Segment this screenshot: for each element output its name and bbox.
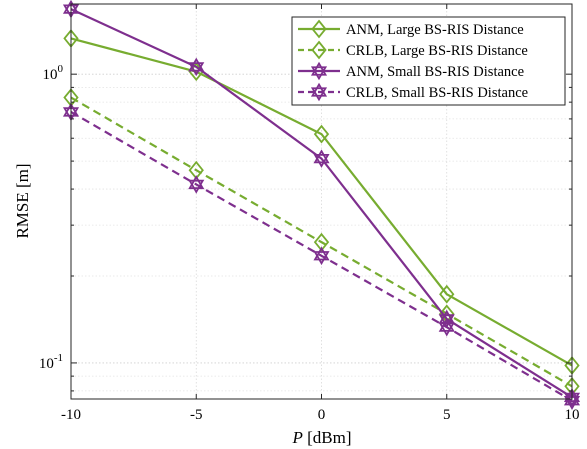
y-tick-label: 100 — [43, 63, 64, 83]
legend-marker-down — [310, 87, 328, 102]
data-point — [313, 124, 330, 144]
series-line — [70, 96, 573, 388]
x-axis-variable: P — [291, 428, 302, 447]
legend-entry: ANM, Large BS-RIS Distance — [298, 19, 524, 39]
data-point-up — [438, 317, 455, 332]
legend-marker — [310, 61, 328, 81]
y-tick-label: 10-1 — [39, 352, 63, 372]
x-axis-unit: [dBm] — [303, 428, 352, 447]
x-tick-label: -10 — [61, 407, 81, 423]
data-point — [313, 232, 330, 252]
x-axis-label: P [dBm] — [291, 428, 351, 447]
data-point-up — [188, 57, 205, 72]
data-point-down — [313, 251, 330, 266]
legend-entry: CRLB, Small BS-RIS Distance — [298, 82, 528, 102]
data-point — [438, 317, 455, 337]
ticks — [70, 4, 573, 399]
data-point — [313, 149, 330, 168]
x-tick-label: 0 — [318, 407, 326, 423]
legend: ANM, Large BS-RIS Distance CRLB, Large BS… — [291, 16, 566, 106]
legend-entry: CRLB, Large BS-RIS Distance — [298, 40, 528, 60]
data-point-down — [313, 153, 330, 168]
legend-marker — [311, 40, 327, 60]
data-point — [313, 246, 330, 266]
legend-label: CRLB, Large BS-RIS Distance — [346, 43, 528, 59]
legend-label: ANM, Large BS-RIS Distance — [346, 22, 524, 38]
data-point — [439, 304, 455, 324]
data-point-down — [438, 314, 455, 329]
y-axis-label: RMSE [m] — [13, 163, 32, 238]
data-point-up — [188, 175, 205, 190]
x-tick-label: 5 — [443, 407, 451, 423]
legend-label: CRLB, Small BS-RIS Distance — [346, 85, 528, 101]
series-3 — [62, 0, 581, 407]
data-point-up — [313, 149, 330, 164]
data-point-down — [188, 179, 205, 194]
legend-marker-up — [310, 61, 328, 76]
data-point-up — [313, 246, 330, 261]
legend-box — [291, 16, 566, 106]
data-point-down — [188, 62, 205, 77]
series-line — [70, 8, 573, 399]
x-tick-label: 10 — [565, 407, 580, 423]
series-line — [70, 110, 573, 402]
legend-entry: ANM, Small BS-RIS Distance — [298, 61, 524, 81]
data-point — [188, 175, 205, 194]
data-point-up — [563, 388, 581, 402]
legend-marker — [311, 19, 327, 39]
legend-label: ANM, Small BS-RIS Distance — [346, 64, 524, 80]
x-tick-label: -5 — [190, 407, 203, 423]
data-point — [439, 284, 455, 304]
legend-marker-down — [310, 66, 328, 81]
tick-labels: -10 -5 0 5 10 100 10-1 — [39, 63, 580, 423]
legend-marker — [310, 82, 328, 102]
series-line — [70, 37, 573, 367]
data-point — [188, 57, 205, 77]
data-point-down — [438, 322, 455, 337]
legend-marker-up — [310, 82, 328, 97]
